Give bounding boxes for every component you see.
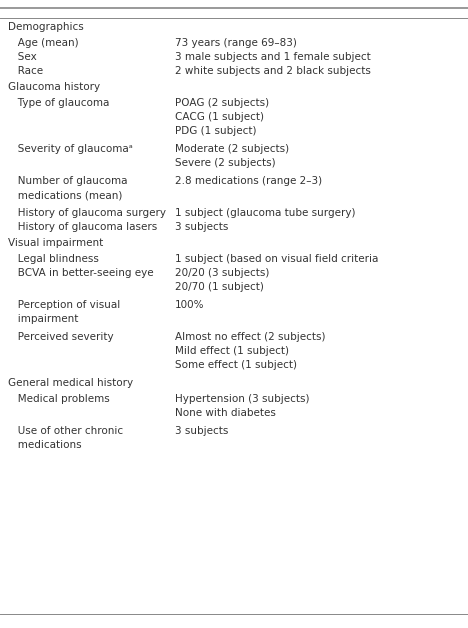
Text: 1 subject (glaucoma tube surgery): 1 subject (glaucoma tube surgery) — [175, 208, 356, 218]
Text: Moderate (2 subjects): Moderate (2 subjects) — [175, 144, 289, 154]
Text: Race: Race — [8, 66, 43, 76]
Text: 2.8 medications (range 2–3): 2.8 medications (range 2–3) — [175, 176, 322, 186]
Text: Age (mean): Age (mean) — [8, 38, 79, 48]
Text: Legal blindness: Legal blindness — [8, 254, 99, 264]
Text: Perceived severity: Perceived severity — [8, 332, 114, 342]
Text: 2 white subjects and 2 black subjects: 2 white subjects and 2 black subjects — [175, 66, 371, 76]
Text: Severe (2 subjects): Severe (2 subjects) — [175, 158, 276, 168]
Text: Some effect (1 subject): Some effect (1 subject) — [175, 360, 297, 370]
Text: Use of other chronic: Use of other chronic — [8, 426, 123, 436]
Text: Number of glaucoma: Number of glaucoma — [8, 176, 127, 186]
Text: Demographics: Demographics — [8, 22, 84, 32]
Text: 3 subjects: 3 subjects — [175, 222, 228, 232]
Text: POAG (2 subjects): POAG (2 subjects) — [175, 98, 269, 108]
Text: 73 years (range 69–83): 73 years (range 69–83) — [175, 38, 297, 48]
Text: impairment: impairment — [8, 314, 78, 324]
Text: 20/70 (1 subject): 20/70 (1 subject) — [175, 282, 264, 292]
Text: Medical problems: Medical problems — [8, 394, 110, 404]
Text: Perception of visual: Perception of visual — [8, 300, 120, 310]
Text: Hypertension (3 subjects): Hypertension (3 subjects) — [175, 394, 309, 404]
Text: History of glaucoma lasers: History of glaucoma lasers — [8, 222, 157, 232]
Text: 3 subjects: 3 subjects — [175, 426, 228, 436]
Text: Visual impairment: Visual impairment — [8, 238, 103, 248]
Text: medications: medications — [8, 440, 81, 450]
Text: History of glaucoma surgery: History of glaucoma surgery — [8, 208, 166, 218]
Text: General medical history: General medical history — [8, 378, 133, 388]
Text: Type of glaucoma: Type of glaucoma — [8, 98, 110, 108]
Text: PDG (1 subject): PDG (1 subject) — [175, 126, 256, 136]
Text: Sex: Sex — [8, 52, 37, 62]
Text: Almost no effect (2 subjects): Almost no effect (2 subjects) — [175, 332, 326, 342]
Text: 100%: 100% — [175, 300, 205, 310]
Text: None with diabetes: None with diabetes — [175, 408, 276, 418]
Text: medications (mean): medications (mean) — [8, 190, 122, 200]
Text: Mild effect (1 subject): Mild effect (1 subject) — [175, 346, 289, 356]
Text: Severity of glaucomaᵃ: Severity of glaucomaᵃ — [8, 144, 133, 154]
Text: CACG (1 subject): CACG (1 subject) — [175, 112, 264, 122]
Text: BCVA in better-seeing eye: BCVA in better-seeing eye — [8, 268, 154, 278]
Text: Glaucoma history: Glaucoma history — [8, 82, 100, 92]
Text: 20/20 (3 subjects): 20/20 (3 subjects) — [175, 268, 270, 278]
Text: 1 subject (based on visual field criteria: 1 subject (based on visual field criteri… — [175, 254, 378, 264]
Text: 3 male subjects and 1 female subject: 3 male subjects and 1 female subject — [175, 52, 371, 62]
